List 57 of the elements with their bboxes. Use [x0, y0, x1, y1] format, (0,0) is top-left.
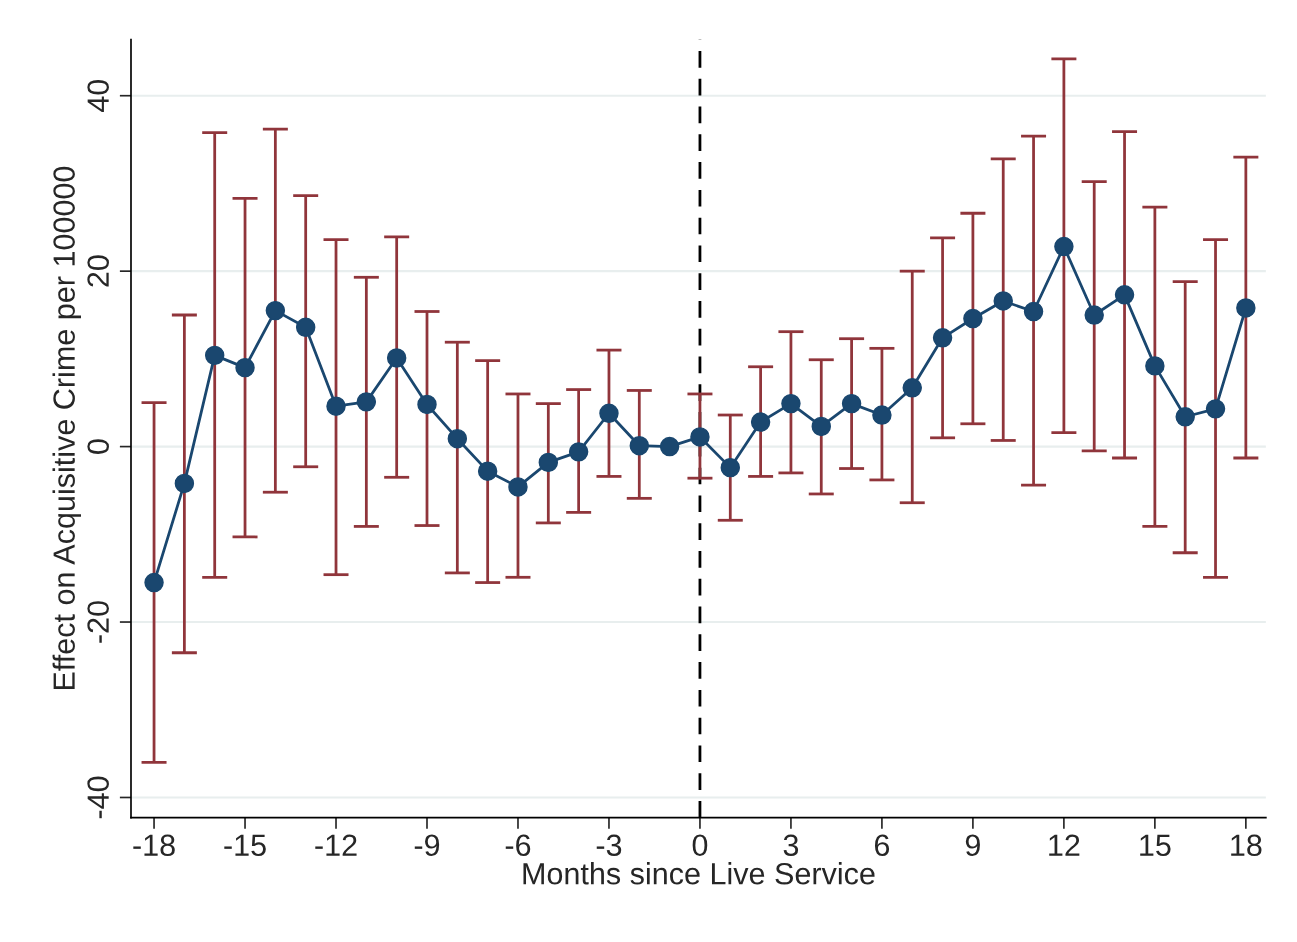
point: [629, 435, 650, 456]
point: [1054, 236, 1074, 257]
x-tick-label: 3: [783, 834, 799, 857]
x-tick-label: -18: [133, 834, 175, 857]
x-tick-label: -3: [596, 834, 622, 857]
point: [811, 416, 831, 437]
point: [659, 436, 680, 457]
point: [144, 572, 164, 593]
point: [204, 345, 225, 366]
point: [993, 291, 1013, 311]
x-tick-label: -6: [505, 834, 531, 857]
x-tick-label: -15: [224, 834, 266, 857]
point: [1023, 301, 1044, 322]
point: [326, 396, 346, 416]
x-tick-label: 18: [1231, 834, 1262, 857]
point: [174, 473, 195, 494]
y-tick-label: -40: [87, 776, 109, 819]
y-tick-label: -20: [87, 601, 109, 643]
point: [568, 442, 589, 462]
point: [265, 300, 286, 321]
point: [1114, 285, 1135, 305]
point: [477, 461, 498, 481]
point: [386, 348, 407, 368]
x-tick-label: 9: [965, 834, 980, 857]
y-tick-label: 20: [87, 255, 109, 287]
x-tick-label: -12: [315, 834, 357, 856]
x-tick-label: 6: [874, 834, 890, 857]
point: [750, 412, 771, 432]
y-tick-label: 0: [87, 439, 109, 454]
x-tick-label: -9: [414, 834, 440, 857]
point: [235, 357, 255, 378]
point: [1205, 399, 1226, 419]
point: [872, 405, 892, 425]
point: [1145, 356, 1165, 376]
point: [508, 477, 528, 497]
point: [295, 317, 316, 338]
point: [447, 428, 468, 449]
point: [781, 393, 801, 414]
point: [902, 378, 922, 398]
x-tick-label: 0: [692, 834, 708, 857]
point: [538, 452, 559, 473]
y-tick-label: 40: [87, 79, 109, 112]
point: [1236, 298, 1256, 318]
x-tick-label: 15: [1140, 834, 1171, 857]
point: [690, 427, 710, 447]
point: [963, 308, 983, 329]
point: [599, 403, 619, 423]
point: [720, 457, 741, 478]
y-axis-title: Effect on Acquisitive Crime per 100000: [52, 166, 81, 690]
point: [841, 393, 862, 414]
point: [1175, 407, 1195, 427]
point: [356, 392, 377, 412]
point: [1084, 305, 1104, 325]
x-tick-label: 12: [1049, 834, 1080, 856]
point: [932, 328, 953, 348]
point: [417, 394, 437, 415]
x-axis-title: Months since Live Service: [523, 862, 875, 885]
